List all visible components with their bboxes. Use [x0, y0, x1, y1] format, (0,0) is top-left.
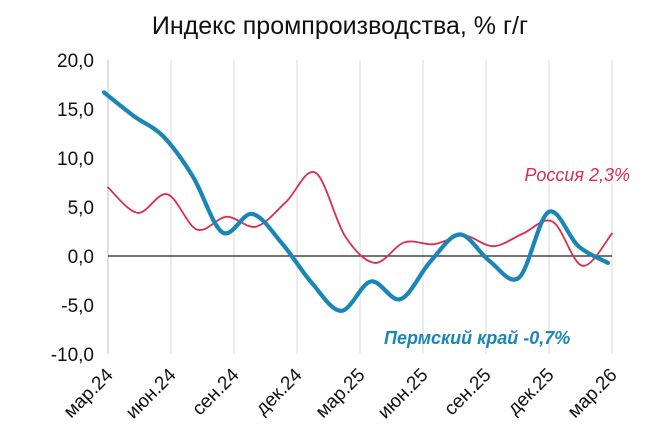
- y-axis-ticks: 20,0 15,0 10,0 5,0 0,0 -5,0 -10,0: [51, 51, 94, 366]
- y-tick-label: 0,0: [68, 247, 94, 268]
- series-labels: Пермский край -0,7% Россия 2,3%: [384, 165, 630, 348]
- y-tick-label: -10,0: [51, 345, 94, 366]
- x-tick-label: дек.25: [504, 365, 559, 420]
- series-label-perm: Пермский край -0,7%: [384, 328, 570, 348]
- x-tick-label: сен.25: [440, 365, 495, 420]
- series-label-russia: Россия 2,3%: [525, 165, 630, 185]
- x-axis-ticks: мар.24 июн.24 сен.24 дек.24 мар.25 июн.25 сен.…: [60, 364, 622, 423]
- y-tick-label: 20,0: [57, 51, 94, 72]
- x-tick-label: дек.24: [252, 364, 307, 419]
- y-tick-label: 10,0: [57, 149, 94, 170]
- y-tick-label: 5,0: [68, 198, 94, 219]
- y-tick-label: 15,0: [57, 100, 94, 121]
- y-tick-label: -5,0: [61, 296, 94, 317]
- series-line-russia: [107, 171, 613, 267]
- x-tick-label: июн.24: [122, 364, 181, 423]
- series: [101, 90, 613, 314]
- grid: [170, 60, 613, 354]
- chart-title: Индекс промпроизводства, % г/г: [152, 12, 528, 40]
- x-tick-label: июн.25: [374, 365, 433, 424]
- x-tick-label: сен.24: [188, 364, 243, 419]
- series-line-perm: [101, 90, 611, 314]
- x-tick-label: мар.26: [564, 365, 622, 423]
- x-tick-label: мар.25: [312, 365, 370, 423]
- x-tick-label: мар.24: [60, 364, 118, 422]
